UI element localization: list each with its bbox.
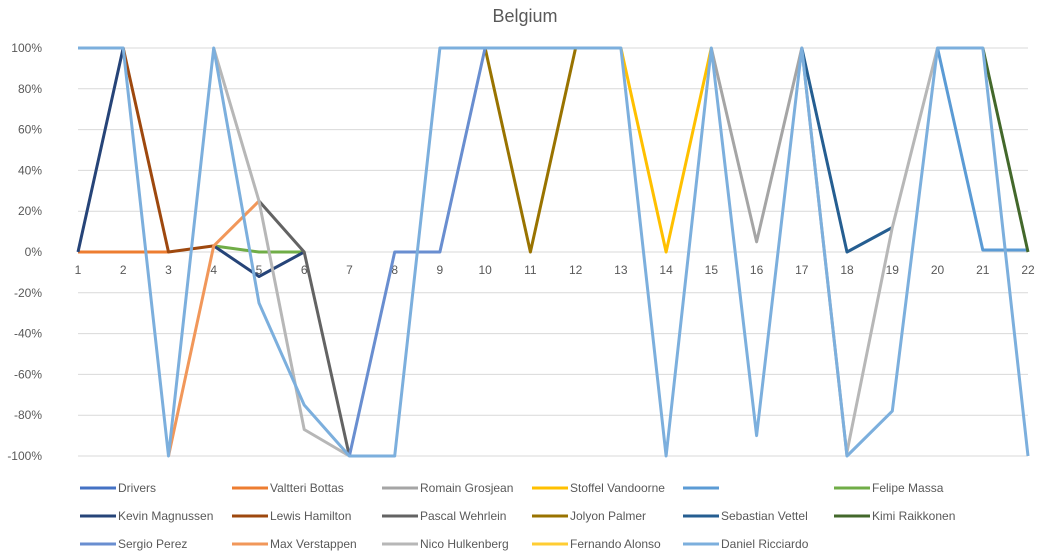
legend-label: Romain Grosjean: [420, 481, 513, 495]
series-line: [619, 47, 713, 254]
y-tick-label: 100%: [11, 41, 42, 55]
x-tick-label: 15: [705, 263, 719, 277]
y-tick-label: -40%: [14, 327, 42, 341]
x-tick-label: 8: [391, 263, 398, 277]
legend-label: Kimi Raikkonen: [872, 509, 955, 523]
x-tick-label: 20: [931, 263, 945, 277]
series-line: [257, 200, 351, 457]
series-line: [483, 47, 578, 254]
y-axis-ticks: 100% 80% 60% 40% 20% 0% -20% -40% -60% -80% -100%: [7, 41, 42, 463]
x-tick-label: 2: [120, 263, 127, 277]
x-tick-label: 7: [346, 263, 353, 277]
legend-label: Felipe Massa: [872, 481, 944, 495]
y-tick-label: -60%: [14, 367, 42, 381]
x-axis-ticks: 1 2 3 4 5 6 7 8 9 10 11 12 13 14 15 16 17 18 19 20 21 22: [75, 263, 1035, 277]
legend-label: Jolyon Palmer: [570, 509, 646, 523]
legend-item: Sebastian Vettel: [683, 509, 808, 523]
x-tick-label: 3: [165, 263, 172, 277]
y-tick-label: -20%: [14, 286, 42, 300]
series-line: [981, 47, 1030, 253]
x-tick-label: 13: [614, 263, 628, 277]
x-tick-label: 14: [659, 263, 673, 277]
series-line: [213, 244, 305, 254]
series-line: [76, 47, 305, 278]
x-tick-label: 6: [301, 263, 308, 277]
legend-label: Sergio Perez: [118, 537, 187, 551]
legend-label: Max Verstappen: [270, 537, 357, 551]
y-tick-label: 0%: [25, 245, 43, 259]
legend: Drivers Valtteri Bottas Romain Grosjean Sto…: [80, 481, 955, 551]
legend-item: Lewis Hamilton: [232, 509, 351, 523]
series-line: [936, 47, 1028, 252]
legend-label: Lewis Hamilton: [270, 509, 351, 523]
legend-item: Max Verstappen: [232, 537, 357, 551]
legend-label: Drivers: [118, 481, 156, 495]
legend-item: Sergio Perez: [80, 537, 187, 551]
x-tick-label: 12: [569, 263, 583, 277]
legend-label: Kevin Magnussen: [118, 509, 213, 523]
legend-item: Jolyon Palmer: [532, 509, 646, 523]
legend-item: Daniel Ricciardo: [683, 537, 809, 551]
legend-label: Fernando Alonso: [570, 537, 661, 551]
legend-item: Felipe Massa: [834, 481, 944, 495]
series-line: [78, 46, 1030, 458]
legend-item: Drivers: [80, 481, 156, 495]
legend-item: Kevin Magnussen: [80, 509, 213, 523]
legend-item: Pascal Wehrlein: [382, 509, 506, 523]
legend-label: Daniel Ricciardo: [721, 537, 809, 551]
legend-item: Stoffel Vandoorne: [532, 481, 665, 495]
x-tick-label: 18: [840, 263, 854, 277]
x-tick-label: 19: [886, 263, 900, 277]
y-tick-label: -80%: [14, 408, 42, 422]
legend-item: Romain Grosjean: [382, 481, 513, 495]
y-tick-label: 80%: [18, 82, 42, 96]
y-tick-label: 20%: [18, 204, 42, 218]
chart-title: Belgium: [492, 6, 557, 26]
legend-item: Nico Hulkenberg: [382, 537, 509, 551]
x-tick-label: 10: [478, 263, 492, 277]
legend-label: Nico Hulkenberg: [420, 537, 509, 551]
legend-item: Valtteri Bottas: [232, 481, 344, 495]
legend-item: Fernando Alonso: [532, 537, 661, 551]
x-tick-label: 9: [437, 263, 444, 277]
y-tick-label: 40%: [18, 163, 42, 177]
x-tick-label: 17: [795, 263, 809, 277]
y-tick-label: -100%: [7, 449, 42, 463]
x-tick-label: 16: [750, 263, 764, 277]
series-line: [121, 47, 214, 254]
legend-label: Valtteri Bottas: [270, 481, 344, 495]
x-tick-label: 11: [524, 263, 537, 277]
series-line: [800, 47, 894, 254]
x-tick-label: 22: [1021, 263, 1035, 277]
x-tick-label: 1: [75, 263, 82, 277]
x-tick-label: 5: [256, 263, 263, 277]
x-tick-label: 21: [976, 263, 990, 277]
legend-label: Pascal Wehrlein: [420, 509, 506, 523]
series-line: [212, 47, 939, 458]
legend-label: Stoffel Vandoorne: [570, 481, 665, 495]
series-lines: [76, 46, 1030, 458]
y-tick-label: 60%: [18, 123, 42, 137]
legend-item: Kimi Raikkonen: [834, 509, 955, 523]
legend-label: Sebastian Vettel: [721, 509, 808, 523]
x-tick-label: 4: [210, 263, 217, 277]
